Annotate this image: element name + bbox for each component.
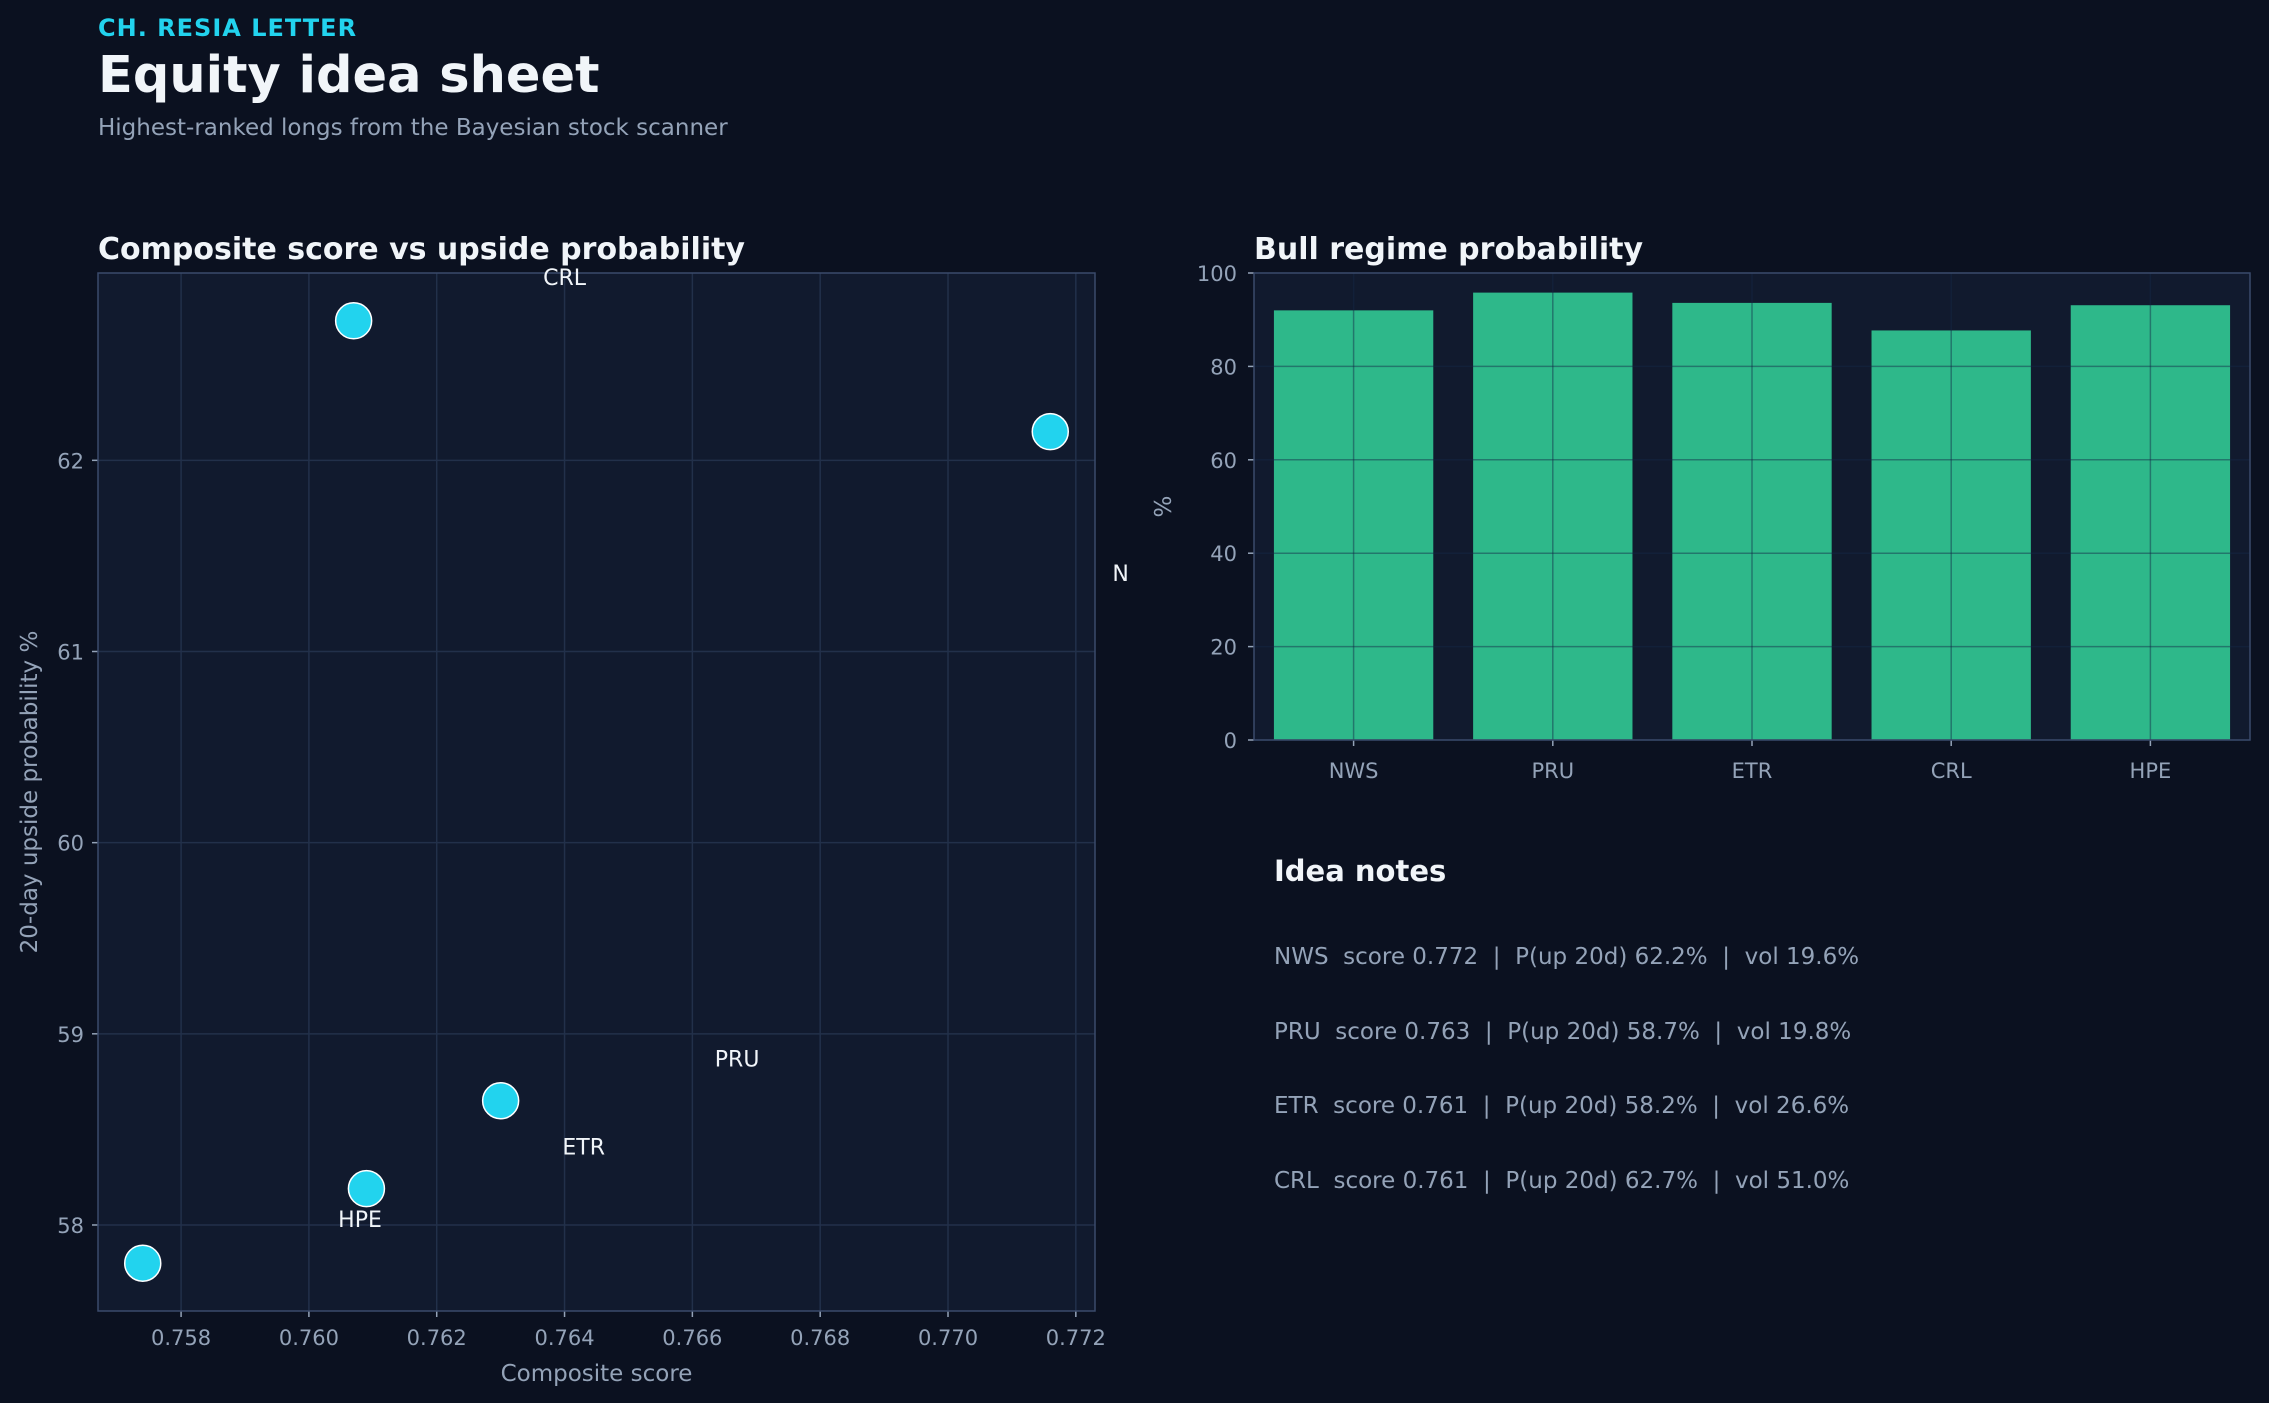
scatter-y-tick-label: 58 [57, 1214, 84, 1238]
bar-y-tick-label: 0 [1224, 729, 1237, 753]
bar-y-tick-label: 100 [1197, 262, 1237, 286]
scatter-point-pru [481, 1081, 520, 1120]
note-line: ETR score 0.761 | P(up 20d) 58.2% | vol … [1274, 1093, 1850, 1119]
scatter-point-etr [347, 1169, 386, 1208]
page-title: Equity idea sheet [98, 46, 600, 105]
scatter-y-tick-label: 61 [57, 640, 84, 664]
bar-x-tick-label: CRL [1931, 759, 1972, 783]
bar-x-tick-label: HPE [2130, 759, 2172, 783]
scatter-point-crl [334, 302, 373, 340]
bar-y-tick-label: 20 [1210, 636, 1237, 660]
bar-y-tick-label: 60 [1210, 449, 1237, 473]
bar-frame [1253, 272, 2251, 741]
bar-x-tick-label: NWS [1329, 759, 1379, 783]
bar-y-tick-label: 80 [1210, 355, 1237, 379]
note-line: CRL score 0.761 | P(up 20d) 62.7% | vol … [1274, 1168, 1850, 1194]
scatter-x-axis-label: Composite score [501, 1361, 693, 1387]
scatter-point-hpe [123, 1244, 162, 1282]
scatter-point-label: CRL [543, 266, 587, 291]
scatter-x-tick-label: 0.762 [407, 1326, 467, 1350]
note-line: PRU score 0.763 | P(up 20d) 58.7% | vol … [1274, 1019, 1852, 1045]
scatter-y-tick-label: 59 [57, 1023, 84, 1047]
scatter-x-tick-label: 0.766 [662, 1326, 722, 1350]
scatter-point-label: PRU [715, 1048, 760, 1073]
bar-x-tick-label: PRU [1531, 759, 1574, 783]
scatter-title: Composite score vs upside probability [98, 232, 745, 267]
scatter-y-tick-label: 62 [57, 449, 84, 473]
bar-hpe [2070, 305, 2231, 740]
scatter-point-label: HPE [338, 1208, 382, 1233]
scatter-x-tick-label: 0.772 [1046, 1326, 1106, 1350]
scatter-y-axis-label: 20-day upside probability % [17, 631, 43, 954]
scatter-x-tick-label: 0.768 [790, 1326, 850, 1350]
scatter-point-label: ETR [562, 1136, 605, 1161]
scatter-point-label: N [1112, 562, 1128, 587]
bar-y-tick-label: 40 [1210, 542, 1237, 566]
scatter-frame [97, 272, 1096, 1312]
scatter-x-tick-label: 0.760 [279, 1326, 339, 1350]
note-line: NWS score 0.772 | P(up 20d) 62.2% | vol … [1274, 944, 1860, 970]
scatter-x-tick-label: 0.758 [151, 1326, 211, 1350]
bar-crl [1871, 330, 2031, 740]
bar-x-tick-label: ETR [1732, 759, 1773, 783]
page-subtitle: Highest-ranked longs from the Bayesian s… [98, 115, 728, 141]
bar-etr [1672, 302, 1832, 740]
bar-y-axis-label: % [1151, 496, 1177, 518]
notes-title: Idea notes [1274, 854, 1447, 888]
bar-title: Bull regime probability [1254, 232, 1644, 267]
scatter-x-tick-label: 0.770 [918, 1326, 978, 1350]
bar-pru [1473, 292, 1633, 740]
scatter-plot-area [98, 273, 1095, 1311]
scatter-point-nws [1031, 412, 1070, 451]
scatter-y-tick-label: 60 [57, 832, 84, 856]
report-kicker: CH. RESIA LETTER [98, 14, 358, 42]
scatter-x-tick-label: 0.764 [534, 1326, 594, 1350]
bar-nws [1273, 310, 1434, 740]
